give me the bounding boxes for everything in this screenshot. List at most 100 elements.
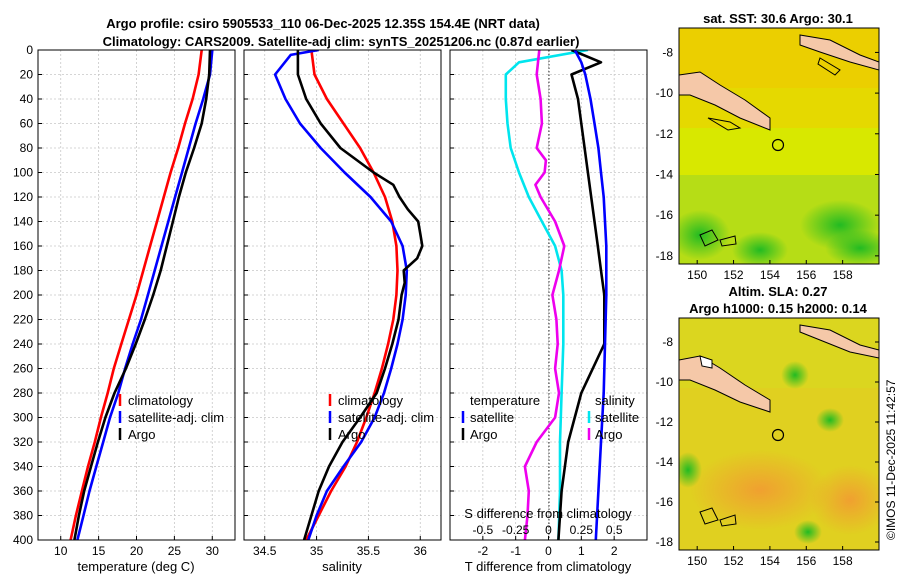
salinity-panel: 34.5 35 35.5 36 salinity climatology satell…: [243, 49, 442, 574]
y-tick-label: 20: [20, 68, 34, 82]
y-tick-label: 0: [26, 43, 33, 57]
y-tick-label: 380: [13, 509, 33, 523]
legend-label-argo: Argo: [338, 427, 365, 442]
map-y-tick-label: -12: [656, 415, 674, 429]
map-y-tick-label: -8: [662, 335, 673, 349]
sla-landmass-new-guinea: [679, 355, 771, 413]
sst-landmass-solomon: [799, 34, 879, 71]
legend-label-satellite: satellite-adj. clim: [128, 410, 224, 425]
map-x-tick-label: 150: [687, 554, 707, 568]
y-tick-label: 200: [13, 288, 33, 302]
temperature-legend: climatology satellite-adj. clim Argo: [118, 393, 224, 442]
map-y-tick-label: -10: [656, 375, 674, 389]
y-tick-label: 40: [20, 92, 34, 106]
sla-low-patch: [794, 520, 822, 544]
y-tick-label: 280: [13, 386, 33, 400]
sst-map: sat. SST: 30.6 Argo: 30.1 150 152 154 156 15…: [656, 11, 880, 282]
series-line-s-satellite: [573, 50, 608, 540]
y-tick-label: 160: [13, 239, 33, 253]
y-tick-label: 60: [20, 117, 34, 131]
x-tick-label: 34.5: [253, 544, 277, 558]
temperature-xlabel: temperature (deg C): [77, 559, 194, 574]
map-x-tick-label: 150: [687, 268, 707, 282]
sst-island: [707, 117, 742, 131]
y-tick-label: 300: [13, 411, 33, 425]
x-tick-label: 35: [310, 544, 324, 558]
x-tick-label: 20: [130, 544, 144, 558]
sst-island: [719, 235, 737, 247]
legend-title-temperature: temperature: [470, 393, 540, 408]
map-y-tick-label: -16: [656, 208, 674, 222]
sla-landmass-solomon: [799, 324, 879, 359]
sla-high-patch: [690, 450, 830, 530]
s-difference-xlabel: S difference from climatology: [464, 506, 632, 521]
y-tick-label: 400: [13, 533, 33, 547]
legend-label-climatology: climatology: [338, 393, 404, 408]
sst-island: [817, 57, 841, 76]
t-difference-xlabel: T difference from climatology: [465, 559, 632, 574]
sla-low-patch: [781, 361, 809, 389]
map-y-tick-label: -16: [656, 495, 674, 509]
y-tick-label: 120: [13, 190, 33, 204]
sla-low-patch: [679, 452, 702, 488]
series-line-s-argo: [523, 50, 566, 540]
map-y-tick-label: -14: [656, 167, 674, 181]
x-tick-label: -2: [477, 544, 488, 558]
legend-label-t-satellite: satellite: [470, 410, 514, 425]
x-tick-label: 36: [414, 544, 428, 558]
sst-map-frame: [678, 27, 880, 265]
series-line-argo: [296, 50, 424, 540]
series-line-climatology: [69, 50, 203, 540]
x-tick-label: 0: [545, 544, 552, 558]
map-x-tick-label: 152: [724, 554, 744, 568]
difference-legend-temperature: temperature satellite Argo: [461, 393, 540, 442]
x-tick-label: 25: [168, 544, 182, 558]
map-y-tick-label: -18: [656, 535, 674, 549]
map-x-tick-label: 154: [760, 554, 780, 568]
x-tick-label: 15: [92, 544, 106, 558]
x-tick-label: 10: [54, 544, 68, 558]
map-y-tick-label: -14: [656, 455, 674, 469]
sst-float-marker: [771, 138, 785, 152]
sla-island: [699, 507, 719, 525]
y-tick-label: 140: [13, 215, 33, 229]
sla-float-marker: [771, 428, 785, 442]
sla-map-title-1: Altim. SLA: 0.27: [729, 284, 828, 299]
y-tick-label: 80: [20, 141, 34, 155]
map-y-tick-label: -18: [656, 249, 674, 263]
legend-label-s-argo: Argo: [595, 427, 622, 442]
y-tick-label: 180: [13, 264, 33, 278]
series-line-satellite-adj-clim: [76, 50, 214, 540]
sst-map-field: [679, 28, 879, 264]
y-tick-label: 260: [13, 362, 33, 376]
map-x-tick-label: 158: [833, 268, 853, 282]
sla-map: Altim. SLA: 0.27 Argo h1000: 0.15 h2000:…: [656, 284, 880, 568]
s-tick-label: -0.25: [502, 523, 530, 537]
map-y-tick-label: -8: [662, 45, 673, 59]
y-tick-label: 100: [13, 166, 33, 180]
sst-landmass-new-guinea: [679, 71, 771, 131]
map-x-tick-label: 156: [796, 268, 816, 282]
sla-island: [719, 514, 737, 527]
series-line-satellite-adj-clim: [273, 50, 409, 540]
y-tick-label: 220: [13, 313, 33, 327]
legend-label-argo: Argo: [128, 427, 155, 442]
map-x-tick-label: 154: [760, 268, 780, 282]
map-y-tick-label: -10: [656, 86, 674, 100]
difference-panel: -2 -1 0 1 2 S difference from climatology -0…: [449, 49, 648, 574]
sst-island: [699, 229, 719, 247]
sla-map-title-2: Argo h1000: 0.15 h2000: 0.14: [689, 301, 868, 316]
series-line-t-argo: [557, 50, 606, 540]
series-line-t-satellite: [504, 50, 589, 540]
imos-credit: ©IMOS 11-Dec-2025 11:42:57: [884, 379, 898, 540]
sla-map-frame: [678, 317, 880, 551]
y-tick-label: 360: [13, 484, 33, 498]
figure-title-line-1: Argo profile: csiro 5905533_110 06-Dec-2…: [106, 16, 540, 31]
map-x-tick-label: 156: [796, 554, 816, 568]
sla-island-white: [699, 355, 713, 369]
sst-cool-patch: [732, 232, 788, 264]
s-tick-label: 0: [545, 523, 552, 537]
x-tick-label: 1: [578, 544, 585, 558]
map-y-tick-label: -12: [656, 127, 674, 141]
figure-title-line-2: Climatology: CARS2009. Satellite-adj cli…: [103, 34, 580, 49]
